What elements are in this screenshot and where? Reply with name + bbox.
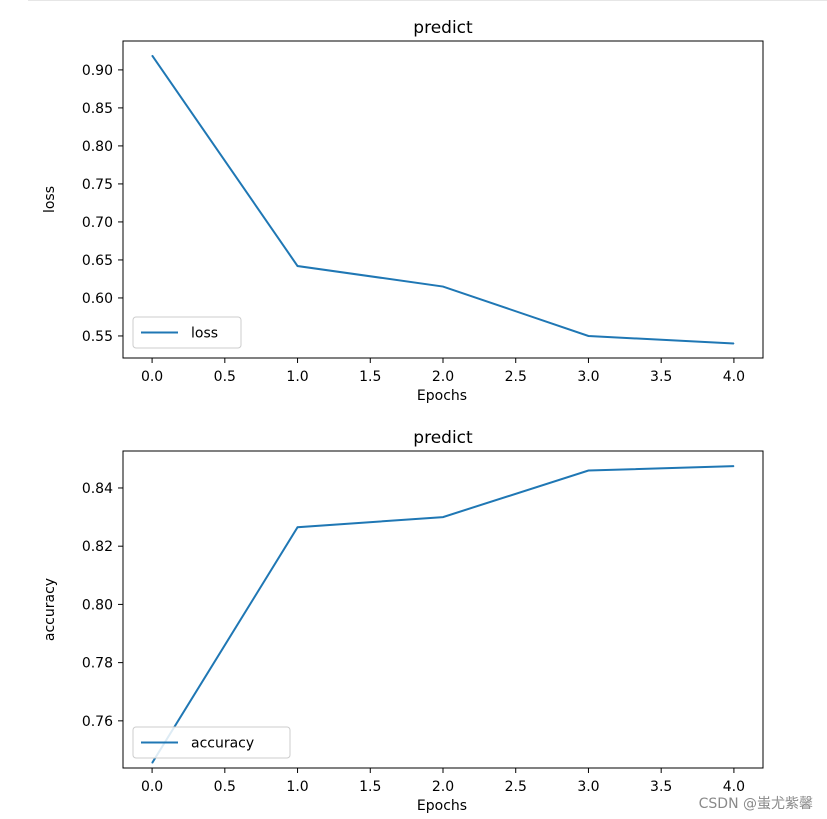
x-tick-label: 3.5 [650, 369, 672, 385]
x-tick-label: 1.5 [359, 779, 381, 795]
y-axis-label: accuracy [42, 578, 58, 641]
data-point-loss [733, 343, 735, 345]
data-point-loss [442, 286, 444, 288]
y-tick-label: 0.70 [82, 215, 113, 231]
legend: accuracy [132, 726, 291, 759]
y-tick-label: 0.84 [82, 481, 113, 497]
x-tick-label: 2.5 [505, 779, 527, 795]
x-tick-label: 3.0 [577, 369, 599, 385]
accuracy-chart: predict 0.0 0.5 1.0 1.5 2.0 2.5 3.0 3.5 4.0 0.76 0.… [42, 428, 764, 814]
y-tick-label: 0.80 [82, 597, 113, 613]
plot-frame [122, 450, 764, 769]
y-tick-label: 0.82 [82, 539, 113, 555]
data-point-loss [151, 54, 153, 56]
watermark: CSDN @蚩尤紫馨 [698, 796, 813, 812]
y-tick-label: 0.85 [82, 101, 113, 117]
data-point-loss [297, 265, 299, 267]
legend-label: accuracy [191, 736, 254, 752]
data-point-loss [587, 335, 589, 337]
data-point-accuracy [733, 465, 735, 467]
x-tick-label: 2.0 [432, 369, 454, 385]
x-axis-label: Epochs [417, 798, 467, 814]
y-tick-label: 0.55 [82, 329, 113, 345]
legend-box [132, 316, 242, 349]
x-tick-label: 1.0 [286, 779, 308, 795]
y-tick-label: 0.75 [82, 177, 113, 193]
x-tick-label: 1.5 [359, 369, 381, 385]
plot-frame [122, 40, 764, 359]
x-tick-label: 0.0 [141, 369, 163, 385]
data-point-accuracy [587, 470, 589, 472]
x-tick-label: 4.0 [723, 369, 745, 385]
x-tick-label: 0.5 [214, 369, 236, 385]
x-tick-label: 0.0 [141, 779, 163, 795]
x-axis-label: Epochs [417, 388, 467, 404]
chart-title: predict [413, 18, 473, 38]
x-tick-label: 3.0 [577, 779, 599, 795]
x-tick-label: 2.0 [432, 779, 454, 795]
x-tick-label: 1.0 [286, 369, 308, 385]
chart-title: predict [413, 428, 473, 448]
y-tick-label: 0.65 [82, 253, 113, 269]
x-tick-label: 4.0 [723, 779, 745, 795]
y-tick-label: 0.76 [82, 714, 113, 730]
legend: loss [132, 316, 242, 349]
data-point-accuracy [297, 526, 299, 528]
loss-chart: predict 0.0 0.5 1.0 1.5 2.0 2.5 3.0 3.5 4.0 0.55 0.… [42, 18, 764, 404]
y-tick-label: 0.78 [82, 656, 113, 672]
data-point-accuracy [442, 516, 444, 518]
legend-box [132, 726, 291, 759]
x-tick-label: 0.5 [214, 779, 236, 795]
y-tick-label: 0.90 [82, 63, 113, 79]
top-divider [28, 0, 827, 1]
x-tick-label: 2.5 [505, 369, 527, 385]
y-tick-label: 0.60 [82, 291, 113, 307]
x-tick-label: 3.5 [650, 779, 672, 795]
data-point-accuracy [151, 762, 153, 764]
legend-label: loss [191, 326, 218, 342]
y-tick-label: 0.80 [82, 139, 113, 155]
y-axis-label: loss [42, 186, 58, 213]
